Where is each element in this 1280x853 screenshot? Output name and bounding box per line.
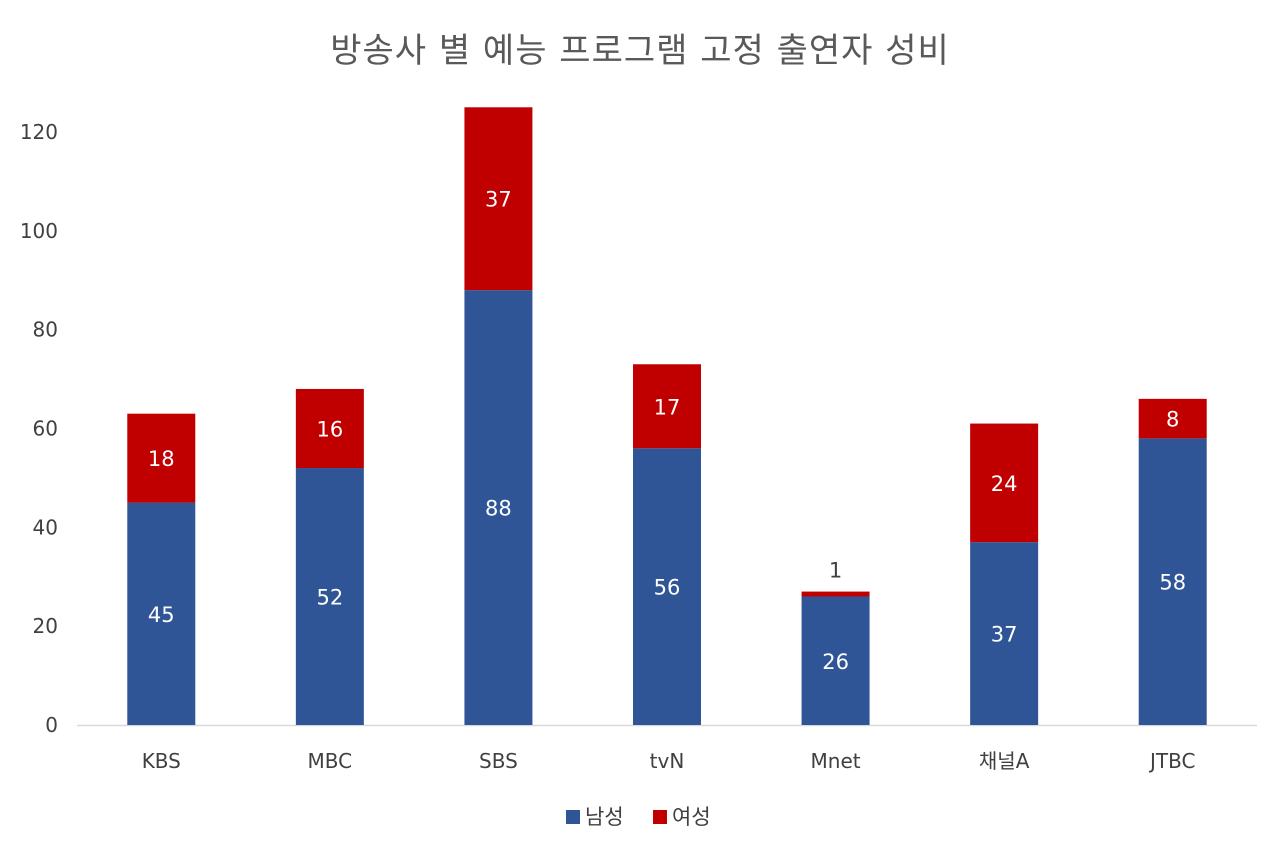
bar-female-segment: [295, 388, 364, 469]
chart-title: 방송사 별 예능 프로그램 고정 출연자 성비: [330, 31, 950, 71]
bar-female-segment: [127, 413, 196, 503]
data-label: 37: [991, 623, 1018, 647]
y-tick-label: 120: [20, 120, 58, 144]
data-label: 8: [1166, 408, 1179, 432]
bar-male-segment: [464, 290, 533, 725]
y-tick-label: 0: [45, 713, 58, 737]
data-label: 1: [829, 559, 842, 583]
data-labels: 45 18 52 16 88 37 56 17 26 1 37 24 58 8: [148, 188, 1186, 674]
x-category-label: tvN: [650, 749, 685, 773]
x-category-label: Mnet: [811, 749, 861, 773]
data-label: 37: [485, 188, 512, 212]
data-label: 18: [148, 447, 175, 471]
y-tick-label: 80: [33, 318, 58, 342]
bar-male-segment: [127, 502, 196, 725]
legend-label: 여성: [672, 805, 711, 829]
legend: 남성 여성: [566, 805, 711, 829]
data-label: 45: [148, 603, 175, 627]
x-category-label: SBS: [479, 749, 518, 773]
legend-label: 남성: [585, 805, 624, 829]
data-label: 26: [822, 650, 849, 674]
x-category-label: KBS: [142, 749, 181, 773]
data-label: 88: [485, 497, 512, 521]
x-category-label: JTBC: [1148, 749, 1195, 773]
bar-male-segment: [633, 448, 701, 725]
bar-female-segment: [633, 364, 701, 449]
data-label: 24: [991, 472, 1018, 496]
y-tick-label: 60: [33, 417, 58, 441]
y-tick-label: 40: [33, 515, 58, 539]
y-tick-label: 100: [20, 219, 58, 243]
bar-female-segment: [801, 591, 870, 597]
data-label: 16: [316, 418, 343, 442]
bar-male-segment: [801, 596, 870, 725]
bars: [127, 107, 1207, 725]
x-category-label: 채널A: [979, 749, 1030, 773]
x-category-label: MBC: [308, 749, 353, 773]
data-label: 17: [654, 395, 681, 419]
y-tick-label: 20: [33, 614, 58, 638]
legend-item-male: 남성: [566, 805, 624, 829]
legend-swatch: [566, 810, 580, 824]
bar-female-segment: [1138, 398, 1207, 439]
legend-swatch: [653, 810, 667, 824]
bar-male-segment: [1138, 438, 1207, 725]
data-label: 56: [654, 576, 681, 600]
bar-male-segment: [970, 542, 1039, 725]
data-label: 52: [316, 586, 343, 610]
data-label: 58: [1159, 571, 1186, 595]
axes: 0 20 40 60 80 100 120 KBS MBC SBS tvN Mnet 채널A JTBC: [20, 120, 1257, 773]
legend-item-female: 여성: [653, 805, 711, 829]
bar-male-segment: [295, 468, 364, 725]
bar-female-segment: [970, 423, 1039, 543]
bar-female-segment: [464, 107, 533, 291]
